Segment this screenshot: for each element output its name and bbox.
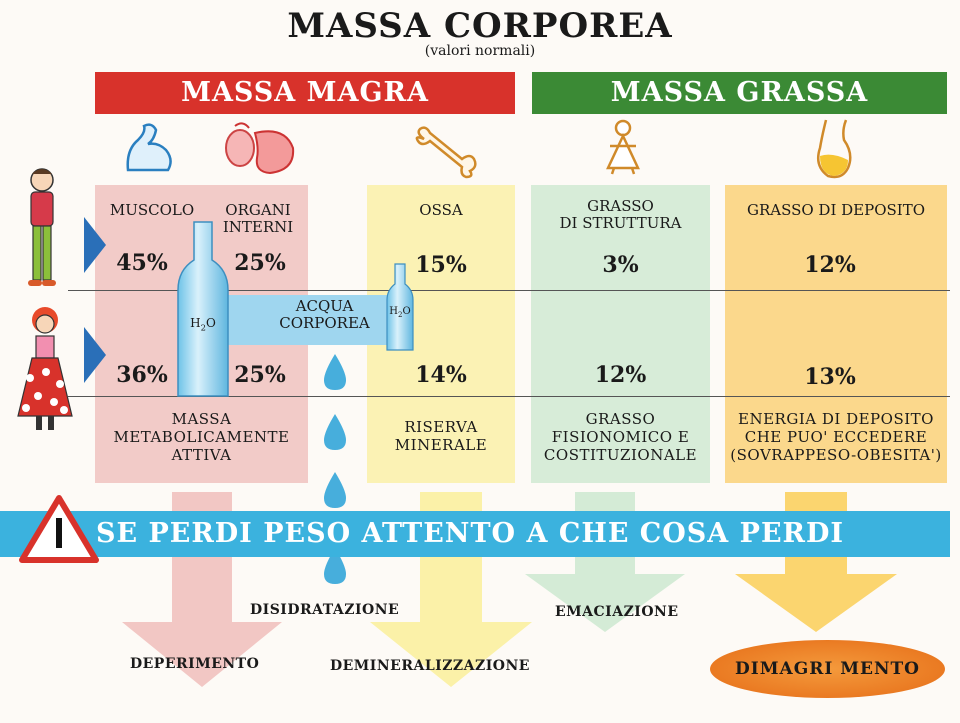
male-figure-icon: [28, 168, 56, 286]
big-bottle-label: H2O: [190, 316, 216, 333]
water-bottle-icon: [177, 221, 229, 397]
pct-organi-female: 25%: [234, 362, 286, 388]
label-ossa: OSSA: [419, 201, 463, 219]
label-grasso-deposito: GRASSO DI DEPOSITO: [746, 201, 926, 219]
page-title: MASSA CORPOREA: [287, 6, 673, 46]
column-grasso-deposito: [725, 185, 947, 483]
bone-icon: [415, 126, 477, 179]
pct-muscolo-male: 45%: [116, 250, 168, 276]
pct-organi-male: 25%: [234, 250, 286, 276]
effect-deperimento: DEPERIMENTO: [130, 656, 260, 672]
pct-strutt-female: 12%: [594, 362, 647, 388]
pct-depos-male: 12%: [804, 252, 856, 278]
water-connector: [226, 295, 388, 345]
pct-ossa-female: 14%: [415, 362, 467, 388]
effect-emaciazione: EMACIAZIONE: [555, 604, 679, 620]
down-arrows: [122, 492, 897, 687]
warning-banner: SE PERDI PESO ATTENTO A CHE COSA PERDI: [0, 511, 950, 557]
fat-deposit-icon: [817, 119, 852, 179]
acqua-corporea-label: ACQUA CORPOREA: [279, 297, 370, 332]
label-organi-interni: ORGANI INTERNI: [222, 201, 294, 236]
header-massa-magra: MASSA MAGRA: [95, 72, 515, 114]
effect-disidratazione: DISIDRATAZIONE: [250, 602, 400, 618]
desc-riserva-minerale: RISERVA MINERALE: [394, 418, 488, 454]
small-water-bottle-icon: [386, 263, 414, 351]
effect-demineralizzazione: DEMINERALIZZAZIONE: [330, 658, 530, 674]
desc-energia-deposito: ENERGIA DI DEPOSITO CHE PUO' ECCEDERE (S…: [730, 410, 942, 464]
warning-triangle-icon: [19, 495, 99, 563]
water-drop-icon: [324, 354, 346, 584]
column-grasso-struttura: [531, 185, 710, 483]
body-fat-icon: [606, 119, 640, 175]
pct-depos-female: 13%: [804, 364, 856, 390]
muscle-arm-icon: [126, 123, 172, 172]
label-muscolo: MUSCOLO: [109, 201, 195, 219]
desc-massa-metabolica: MASSA METABOLICAMENTE ATTIVA: [113, 410, 290, 464]
page-subtitle: (valori normali): [424, 43, 536, 59]
desc-grasso-fisionomico: GRASSO FISIONOMICO E COSTITUZIONALE: [543, 410, 698, 464]
female-pointer-icon: [84, 327, 106, 383]
small-bottle-label: H2O: [389, 306, 411, 319]
divider-male-female: [68, 290, 950, 291]
pct-muscolo-female: 36%: [116, 362, 168, 388]
divider-values-descriptions: [68, 396, 950, 397]
female-figure-icon: [17, 307, 73, 430]
header-massa-grassa: MASSA GRASSA: [532, 72, 947, 114]
pct-strutt-male: 3%: [602, 252, 639, 278]
pct-ossa-male: 15%: [415, 252, 467, 278]
male-pointer-icon: [84, 217, 106, 273]
label-grasso-struttura: GRASSO DI STRUTTURA: [559, 197, 682, 232]
effect-dimagrimento: DIMAGRI MENTO: [710, 640, 945, 698]
organs-icon: [225, 122, 295, 175]
